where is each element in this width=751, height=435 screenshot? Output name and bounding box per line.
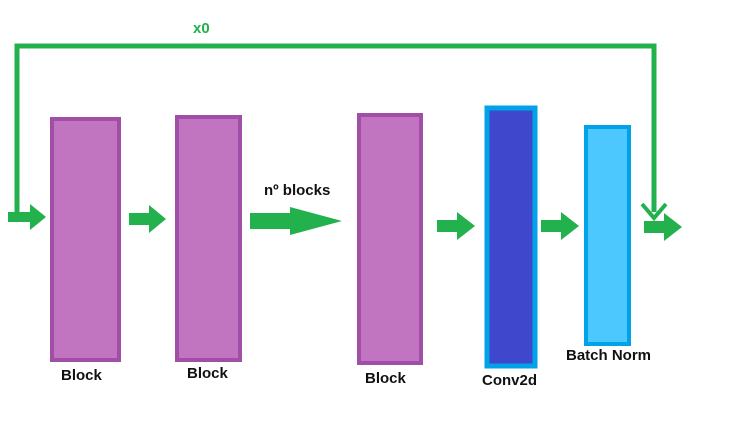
conv2d-label: Conv2d [482,372,537,389]
block-1-box [50,117,121,362]
block-n-label: Block [365,370,407,387]
skip-connection-label: x0 [193,20,210,37]
block-2-box [175,115,242,362]
input-arrow [8,204,46,230]
repeat-label: nº blocks [264,182,330,199]
output-arrow [644,213,682,241]
block-1-label: Block [61,367,103,384]
batch-norm-label: Batch Norm [566,347,651,364]
conv2d-to-batchnorm-arrow [541,212,579,240]
block-2-label: Block [187,365,229,382]
block-n-box [357,113,423,365]
skip-connection-arrowhead [640,202,668,222]
skip-connection-line [14,43,657,216]
repeat-blocks-arrow [250,207,342,235]
block1-to-block2-arrow [129,205,166,233]
batch-norm-box [584,125,631,346]
conv2d-box [484,105,538,369]
block-to-conv2d-arrow [437,212,475,240]
